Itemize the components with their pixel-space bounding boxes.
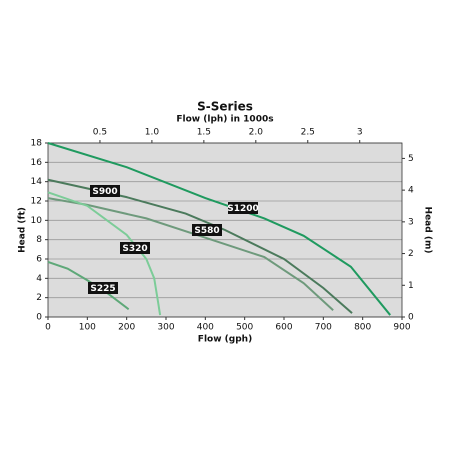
series-line [47,142,391,316]
x-tick-label: 800 [354,323,371,333]
y-tick-label: 4 [36,274,42,284]
x2-tick-label: 1.5 [197,128,211,138]
series-label-box [228,202,258,214]
y-tick-label: 18 [31,139,43,149]
x-tick-label: 600 [275,323,292,333]
y-tick-label: 14 [31,177,43,187]
x-tick-label: 900 [393,323,410,333]
series-line [47,178,353,314]
x2-tick-label: 2.5 [301,128,315,138]
x2-tick-label: 0.5 [93,128,107,138]
series-label-box [88,282,118,294]
y-axis-title: Head (ft) [18,207,28,253]
chart-title: S-Series [197,100,253,114]
y-tick-label: 8 [36,235,42,245]
y2-axis-title: Head (m) [423,207,433,254]
plot-frame [47,142,403,318]
series-label: S900 [92,187,117,197]
series-label: S320 [122,244,147,254]
x-tick-label: 500 [236,323,253,333]
x-tick-label: 300 [157,323,174,333]
y-tick-label: 12 [31,197,42,207]
y-tick-label: 16 [31,158,43,168]
x-tick-label: 200 [118,323,135,333]
y2-tick-label: 4 [408,186,414,196]
y-tick-label: 10 [31,216,43,226]
y2-tick-label: 5 [408,154,414,164]
series-label: S1200 [227,204,259,214]
series-line [47,191,162,316]
x2-tick-label: 1.0 [145,128,160,138]
y-tick-label: 6 [36,255,42,265]
x-tick-label: 700 [315,323,332,333]
series-label-box [192,224,222,236]
y2-tick-label: 0 [408,313,414,323]
x2-tick-label: 3 [357,128,363,138]
x2-tick-label: 2.0 [249,128,264,138]
y2-tick-label: 2 [408,249,414,259]
series-label: S225 [90,284,115,294]
y-tick-label: 2 [36,293,42,303]
series-label-box [90,185,120,197]
y2-tick-label: 1 [408,281,414,291]
y2-tick-label: 3 [408,217,414,227]
series-label: S580 [194,226,219,236]
x-tick-label: 100 [79,323,96,333]
x-tick-label: 400 [197,323,214,333]
y-tick-label: 0 [36,313,42,323]
x-axis-title: Flow (gph) [198,335,252,345]
series-label-box [120,242,150,254]
x-tick-label: 0 [45,323,51,333]
series-line [47,260,130,311]
x2-axis-title: Flow (lph) in 1000s [176,115,273,125]
